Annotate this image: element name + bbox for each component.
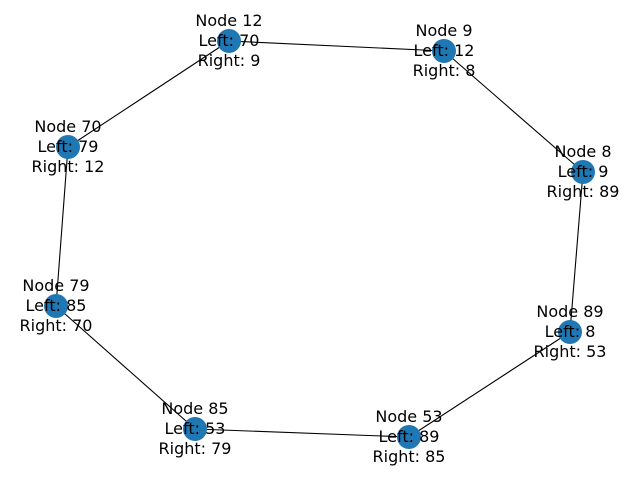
- node-9-label-line-1: Left: 12: [414, 41, 475, 60]
- node-89-label: Node 89 Left: 8 Right: 53: [534, 302, 607, 361]
- node-8-label: Node 8 Left: 9 Right: 89: [547, 142, 620, 201]
- node-79-label-line-2: Right: 70: [20, 316, 93, 335]
- node-12-label-line-0: Node 12: [195, 11, 262, 30]
- node-79-label: Node 79 Left: 85 Right: 70: [20, 276, 93, 335]
- node-12-label-line-2: Right: 9: [198, 51, 261, 70]
- node-12-circle: [217, 29, 241, 53]
- node-53-label-line-2: Right: 85: [373, 447, 446, 466]
- node-8-label-line-1: Left: 9: [558, 162, 609, 181]
- node-89-circle: [558, 320, 582, 344]
- node-12-label: Node 12 Left: 70 Right: 9: [195, 11, 262, 70]
- node-85-label: Node 85 Left: 53 Right: 79: [159, 399, 232, 458]
- node-79-label-line-1: Left: 85: [26, 296, 87, 315]
- node-9-circle: [432, 39, 456, 63]
- node-89-label-line-1: Left: 8: [545, 322, 596, 341]
- node-8-label-line-0: Node 8: [554, 142, 611, 161]
- node-9-label: Node 9 Left: 12 Right: 8: [413, 21, 476, 80]
- node-53-label-line-0: Node 53: [375, 407, 442, 426]
- edge-8-89: [569, 171, 584, 333]
- edge-79-70: [55, 146, 69, 307]
- node-12-label-line-1: Left: 70: [199, 31, 260, 50]
- node-85-circle: [183, 417, 207, 441]
- node-89-label-line-2: Right: 53: [534, 342, 607, 361]
- node-79-circle: [44, 294, 68, 318]
- node-9-label-line-2: Right: 8: [413, 61, 476, 80]
- node-89-label-line-0: Node 89: [536, 302, 603, 321]
- edge-9-8: [443, 50, 584, 173]
- node-53-circle: [397, 425, 421, 449]
- node-70-circle: [56, 135, 80, 159]
- edge-89-53: [408, 331, 571, 438]
- node-70-label-line-2: Right: 12: [32, 157, 105, 176]
- edge-70-12: [67, 40, 230, 148]
- node-53-label: Node 53 Left: 89 Right: 85: [373, 407, 446, 466]
- node-70-label: Node 70 Left: 79 Right: 12: [32, 117, 105, 176]
- node-8-circle: [571, 160, 595, 184]
- node-85-label-line-1: Left: 53: [165, 419, 226, 438]
- edge-12-9: [228, 40, 445, 52]
- node-8-label-line-2: Right: 89: [547, 182, 620, 201]
- node-53-label-line-1: Left: 89: [379, 427, 440, 446]
- nodes-layer: [44, 29, 595, 449]
- node-70-label-line-1: Left: 79: [38, 137, 99, 156]
- edges-layer: [55, 40, 584, 438]
- node-9-label-line-0: Node 9: [415, 21, 472, 40]
- node-70-label-line-0: Node 70: [34, 117, 101, 136]
- node-85-label-line-0: Node 85: [161, 399, 228, 418]
- edge-85-79: [55, 305, 196, 430]
- node-79-label-line-0: Node 79: [22, 276, 89, 295]
- edge-53-85: [194, 428, 410, 438]
- node-85-label-line-2: Right: 79: [159, 439, 232, 458]
